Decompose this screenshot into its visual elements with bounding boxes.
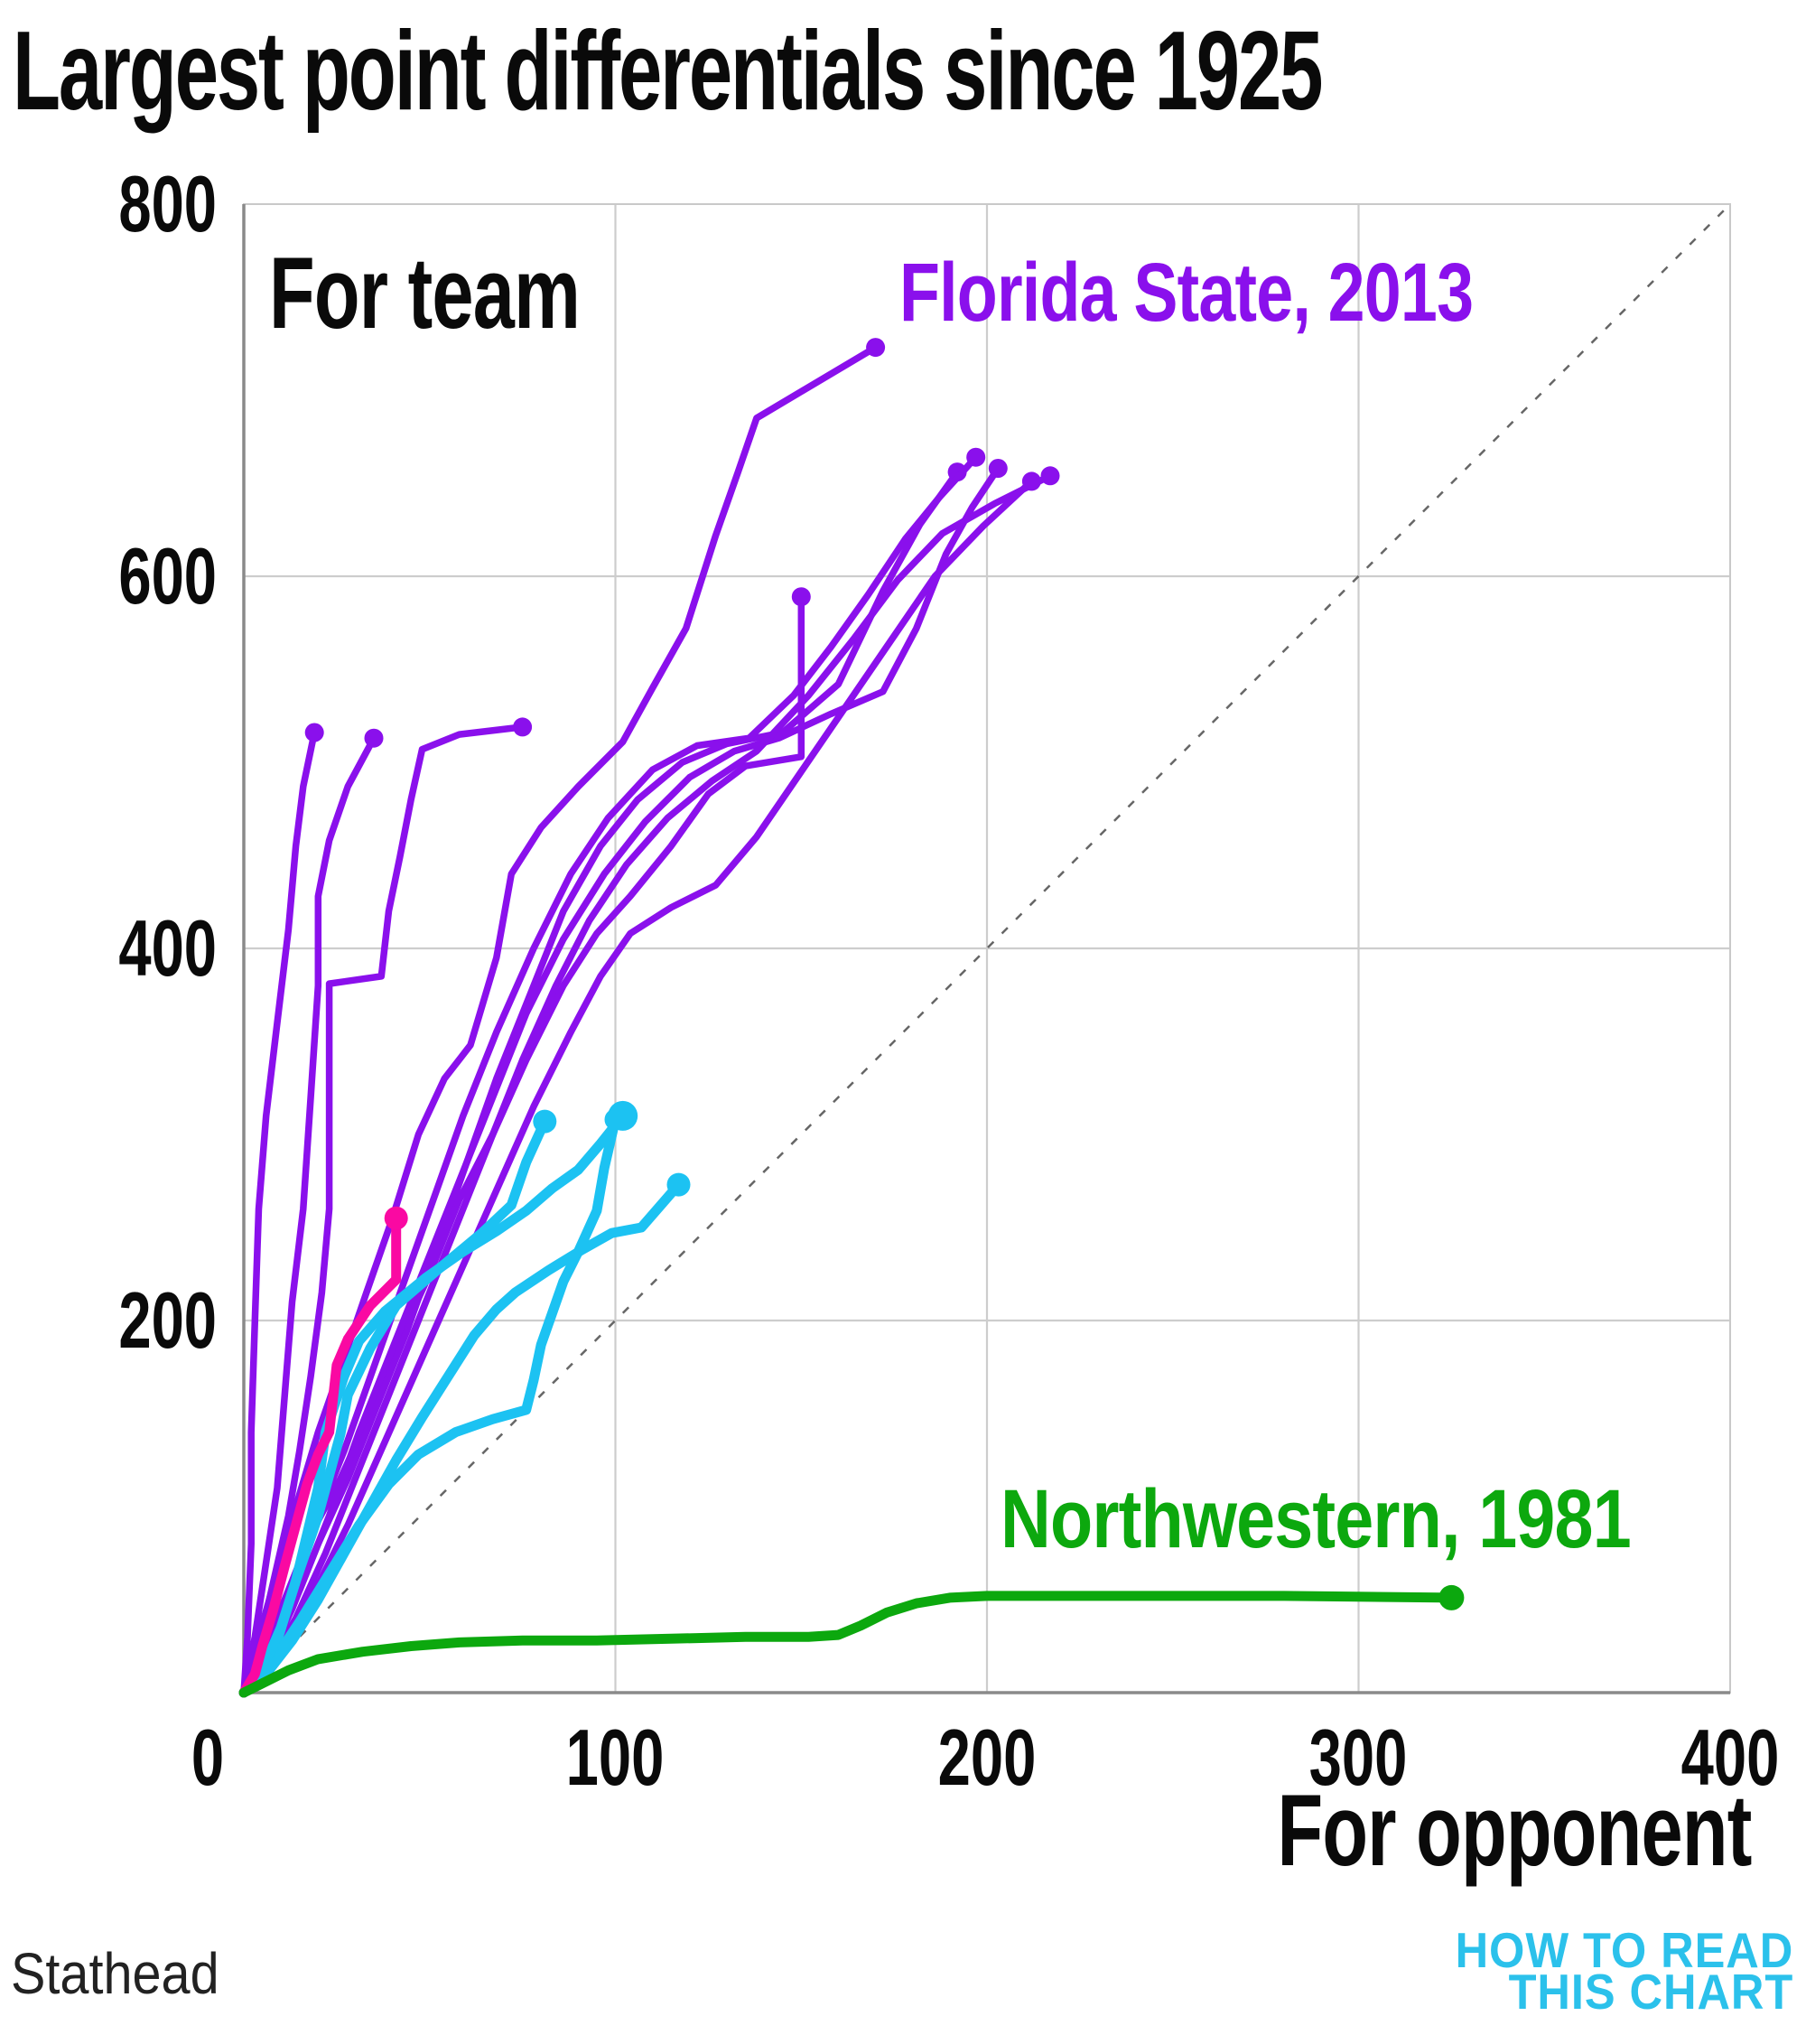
chart-endpoint-dot-purple-3 — [513, 717, 533, 737]
chart-line-cyan-4 — [238, 1180, 684, 1698]
chart-endpoint-dot-purple-4 — [866, 338, 886, 358]
annotation-northwestern: Northwestern, 1981 — [1001, 1473, 1632, 1565]
page-title: Largest point differentials since 1925 — [13, 9, 1323, 134]
chart-line-magenta-1 — [238, 1213, 402, 1698]
chart-endpoint-dot-cyan-3 — [608, 1100, 638, 1131]
reference-diagonal — [243, 203, 1731, 1694]
y-tick-800: 800 — [118, 159, 217, 248]
chart-endpoint-dot-purple-7 — [966, 447, 986, 467]
chart-line-purple-10 — [240, 472, 1054, 1696]
chart-endpoint-dot-purple-1 — [304, 723, 324, 742]
x-tick-100: 100 — [565, 1713, 665, 1802]
chart-line-purple-9 — [240, 478, 1036, 1696]
chart-endpoint-dot-purple-8 — [988, 459, 1008, 478]
chart-line-green-1 — [238, 1591, 1457, 1698]
x-axis-title: For opponent — [1277, 1774, 1753, 1887]
how-to-read-this-chart-logo: HOW TO READ THIS CHART — [1455, 1922, 1793, 2020]
chart-endpoint-dot-purple-10 — [1040, 466, 1060, 486]
y-axis-title: For team — [269, 237, 581, 350]
y-tick-600: 600 — [118, 531, 217, 621]
logo-line-2: THIS CHART — [1508, 1964, 1793, 2020]
chart-endpoint-dot-magenta-1 — [384, 1206, 408, 1230]
chart-line-purple-3 — [240, 723, 526, 1696]
chart-endpoint-dot-cyan-4 — [666, 1172, 691, 1197]
chart-endpoint-dot-green-1 — [1438, 1584, 1465, 1610]
chart-endpoint-dot-purple-2 — [364, 728, 384, 748]
chart-endpoint-dot-purple-5 — [791, 587, 811, 607]
chart-line-purple-2 — [240, 734, 377, 1696]
x-tick-400: 400 — [1680, 1713, 1780, 1802]
logo-line-1: HOW TO READ — [1455, 1922, 1793, 1978]
annotation-florida-state: Florida State, 2013 — [899, 247, 1474, 339]
x-tick-300: 300 — [1308, 1713, 1408, 1802]
chart-line-purple-1 — [240, 729, 318, 1696]
source-credit: Stathead — [11, 1941, 219, 2006]
y-tick-400: 400 — [118, 903, 217, 993]
y-tick-200: 200 — [118, 1275, 217, 1365]
chart-line-purple-4 — [240, 343, 880, 1696]
x-tick-0: 0 — [191, 1713, 225, 1802]
chart-line-purple-6 — [240, 468, 961, 1696]
chart-endpoint-dot-cyan-1 — [533, 1109, 557, 1134]
chart-line-purple-8 — [240, 464, 1002, 1696]
chart-line-cyan-3 — [238, 1110, 628, 1698]
x-tick-200: 200 — [937, 1713, 1037, 1802]
